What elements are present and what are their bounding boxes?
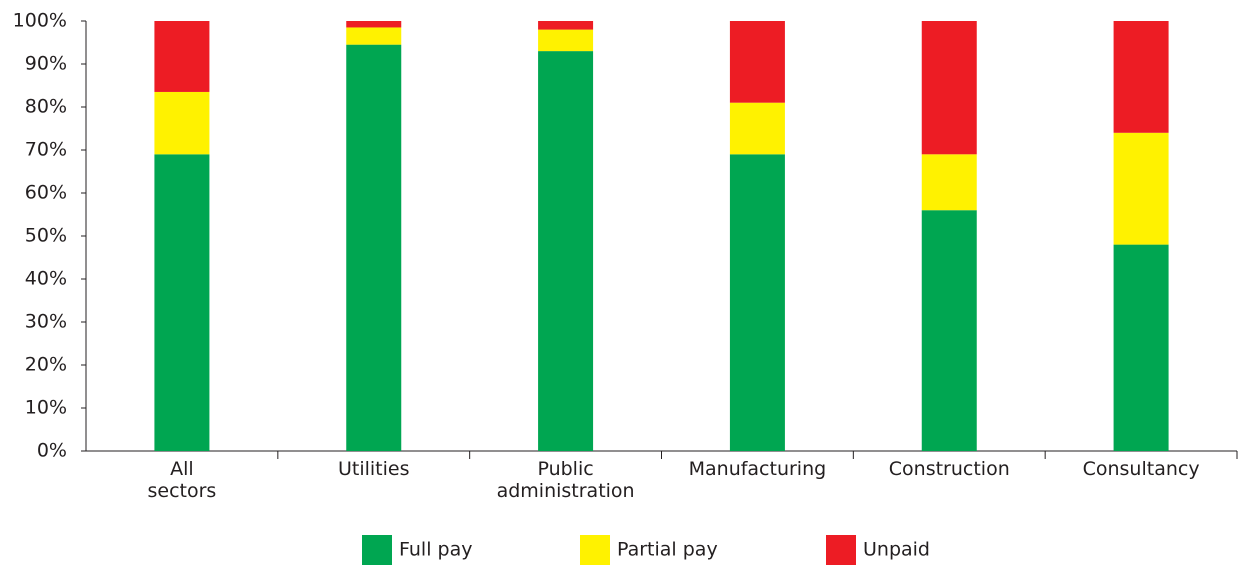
bar-segment [538, 21, 594, 30]
legend-swatch [826, 535, 856, 565]
bar-segment [346, 44, 402, 452]
bar-segment [729, 21, 785, 103]
bar-segment [1113, 244, 1169, 451]
y-tick-label: 30% [25, 311, 67, 333]
x-tick-label: Consultancy [1082, 458, 1200, 480]
x-tick-label: Utilities [337, 458, 410, 480]
bar-segment [1113, 132, 1169, 245]
bar-segment [538, 29, 594, 52]
bar-segment [1113, 21, 1169, 133]
y-tick-label: 90% [25, 53, 67, 75]
bar-segment [729, 102, 785, 155]
bar-segment [921, 210, 977, 451]
bar-segment [346, 21, 402, 28]
x-tick-label: Manufacturing [688, 458, 827, 480]
y-tick-label: 100% [13, 10, 67, 32]
x-tick-label: Public administration [496, 458, 635, 502]
legend-label: Unpaid [863, 539, 930, 561]
y-tick-label: 50% [25, 225, 67, 247]
bar-segment [921, 154, 977, 211]
y-tick-label: 60% [25, 182, 67, 204]
x-tick-label: Construction [888, 458, 1010, 480]
bar-segment [154, 21, 210, 92]
y-tick-label: 70% [25, 139, 67, 161]
bar-segment [154, 91, 210, 155]
bar-segment [154, 154, 210, 452]
y-tick-label: 40% [25, 268, 67, 290]
legend-label: Partial pay [617, 539, 718, 561]
bar-segment [346, 27, 402, 45]
legend-label: Full pay [399, 539, 472, 561]
bar-segment [921, 21, 977, 155]
legend-swatch [580, 535, 610, 565]
y-tick-label: 0% [37, 440, 67, 462]
bar-segment [729, 154, 785, 452]
y-tick-label: 80% [25, 96, 67, 118]
legend-swatch [362, 535, 392, 565]
bar-segment [538, 51, 594, 451]
y-tick-label: 10% [25, 397, 67, 419]
y-tick-label: 20% [25, 354, 67, 376]
x-tick-label: All sectors [147, 458, 217, 502]
